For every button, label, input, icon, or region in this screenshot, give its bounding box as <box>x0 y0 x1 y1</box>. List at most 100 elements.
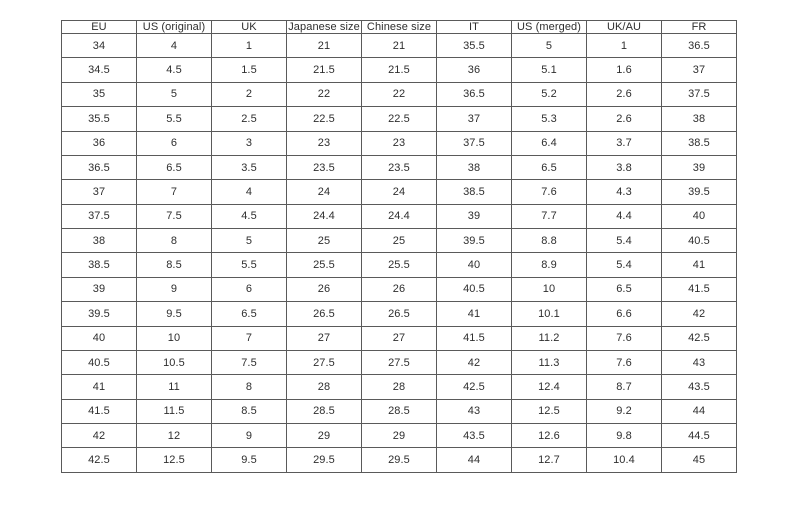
column-header: Chinese size <box>361 20 437 34</box>
table-cell: 12.6 <box>511 422 587 449</box>
table-cell: 44.5 <box>661 422 737 449</box>
table-cell: 41.5 <box>436 325 512 351</box>
table-cell: 39 <box>436 203 512 230</box>
table-cell: 38 <box>436 154 512 181</box>
table-cell: 41 <box>436 301 512 327</box>
table-cell: 2.6 <box>586 106 662 132</box>
table-cell: 34 <box>61 32 137 59</box>
table-cell: 37.5 <box>661 81 737 108</box>
table-cell: 26 <box>286 276 362 303</box>
table-cell: 23 <box>286 130 362 156</box>
table-row: 37.5 7.5 4.5 24.4 24.4 39 7.7 4.4 40 <box>61 203 737 230</box>
table-cell: 41 <box>61 374 137 400</box>
table-cell: 39 <box>61 276 137 303</box>
table-cell: 39.5 <box>61 301 137 327</box>
table-cell: 44 <box>436 447 512 473</box>
table-cell: 12.7 <box>511 447 587 473</box>
table-cell: 27.5 <box>361 349 437 376</box>
table-cell: 21.5 <box>286 57 362 83</box>
table-cell: 22.5 <box>361 106 437 132</box>
table-cell: 38.5 <box>61 252 137 278</box>
table-cell: 12.4 <box>511 374 587 400</box>
table-cell: 5.2 <box>511 81 587 108</box>
table-cell: 7 <box>136 179 212 205</box>
table-cell: 9 <box>211 422 287 449</box>
table-cell: 12 <box>136 422 212 449</box>
table-cell: 39 <box>661 154 737 181</box>
table-cell: 37.5 <box>61 203 137 230</box>
table-cell: 42.5 <box>436 374 512 400</box>
table-cell: 22.5 <box>286 106 362 132</box>
table-cell: 9 <box>136 276 212 303</box>
table-body: 34 4 1 21 21 35.5 5 1 36.5 34.5 4.5 1.5 21.5 21.5 36 5.… <box>61 32 737 473</box>
table-cell: 42 <box>436 349 512 376</box>
table-cell: 9.5 <box>211 447 287 473</box>
table-cell: 7 <box>211 325 287 351</box>
table-cell: 5.5 <box>211 252 287 278</box>
column-header: FR <box>661 20 737 34</box>
table-cell: 23.5 <box>286 154 362 181</box>
table-cell: 8.7 <box>586 374 662 400</box>
table-cell: 7.5 <box>136 203 212 230</box>
table-cell: 35 <box>61 81 137 108</box>
table-cell: 34.5 <box>61 57 137 83</box>
table-cell: 6 <box>136 130 212 156</box>
table-cell: 10.1 <box>511 301 587 327</box>
table-cell: 3 <box>211 130 287 156</box>
table-cell: 24 <box>361 179 437 205</box>
table-cell: 38.5 <box>436 179 512 205</box>
table-cell: 6.5 <box>511 154 587 181</box>
table-cell: 41.5 <box>61 398 137 425</box>
table-cell: 38 <box>61 227 137 254</box>
column-header: UK/AU <box>586 20 662 34</box>
table-cell: 36.5 <box>61 154 137 181</box>
table-header: EU US (original) UK Japanese size Chinese si… <box>61 20 737 34</box>
table-row: 42.5 12.5 9.5 29.5 29.5 44 12.7 10.4 45 <box>61 447 737 473</box>
table-cell: 8.9 <box>511 252 587 278</box>
column-header: Japanese size <box>286 20 362 34</box>
table-cell: 2 <box>211 81 287 108</box>
table-cell: 37 <box>436 106 512 132</box>
table-row: 40.5 10.5 7.5 27.5 27.5 42 11.3 7.6 43 <box>61 349 737 376</box>
table-cell: 36.5 <box>661 32 737 59</box>
table-cell: 3.8 <box>586 154 662 181</box>
table-cell: 36 <box>436 57 512 83</box>
table-cell: 26.5 <box>361 301 437 327</box>
table-cell: 7.5 <box>211 349 287 376</box>
table-cell: 21.5 <box>361 57 437 83</box>
table-cell: 8 <box>136 227 212 254</box>
table-cell: 40 <box>61 325 137 351</box>
table-cell: 4.5 <box>211 203 287 230</box>
table-cell: 23 <box>361 130 437 156</box>
table-cell: 5 <box>511 32 587 59</box>
table-cell: 40 <box>661 203 737 230</box>
table-cell: 5 <box>136 81 212 108</box>
table-cell: 40.5 <box>661 227 737 254</box>
table-cell: 7.6 <box>511 179 587 205</box>
table-cell: 3.5 <box>211 154 287 181</box>
table-row: 39.5 9.5 6.5 26.5 26.5 41 10.1 6.6 42 <box>61 301 737 327</box>
table-cell: 8.8 <box>511 227 587 254</box>
table-cell: 42.5 <box>61 447 137 473</box>
table-cell: 38.5 <box>661 130 737 156</box>
table-row: 39 9 6 26 26 40.5 10 6.5 41.5 <box>61 276 737 303</box>
table-cell: 40 <box>436 252 512 278</box>
table-cell: 23.5 <box>361 154 437 181</box>
table-cell: 44 <box>661 398 737 425</box>
table-cell: 22 <box>286 81 362 108</box>
table-cell: 38 <box>661 106 737 132</box>
table-row: 34 4 1 21 21 35.5 5 1 36.5 <box>61 32 737 59</box>
table-cell: 12.5 <box>511 398 587 425</box>
table-cell: 5.4 <box>586 227 662 254</box>
table-cell: 5 <box>211 227 287 254</box>
table-cell: 8 <box>211 374 287 400</box>
table-cell: 3.7 <box>586 130 662 156</box>
table-cell: 11.2 <box>511 325 587 351</box>
table-cell: 9.8 <box>586 422 662 449</box>
table-cell: 4.5 <box>136 57 212 83</box>
table-row: 40 10 7 27 27 41.5 11.2 7.6 42.5 <box>61 325 737 351</box>
table-cell: 43.5 <box>661 374 737 400</box>
table-cell: 25.5 <box>286 252 362 278</box>
table-cell: 24.4 <box>361 203 437 230</box>
table-cell: 24 <box>286 179 362 205</box>
